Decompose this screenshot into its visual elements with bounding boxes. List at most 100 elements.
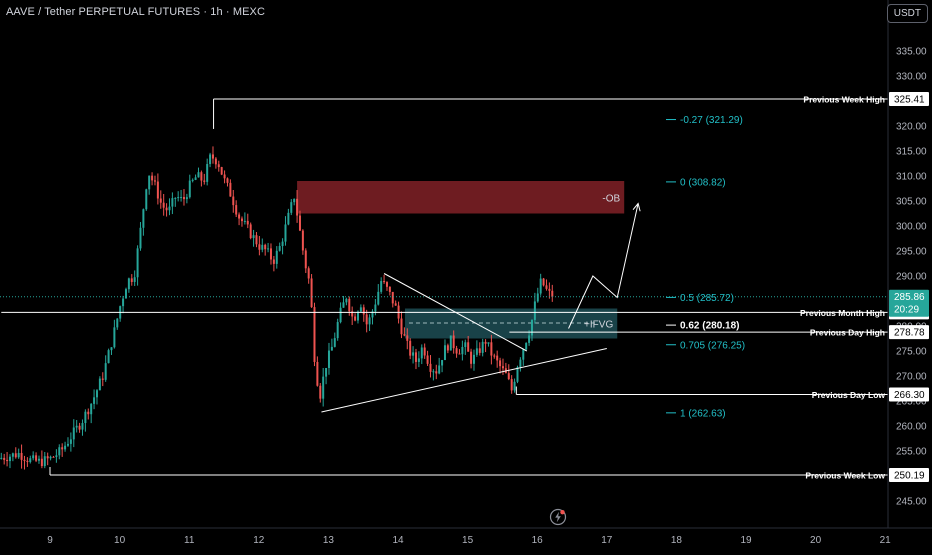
time-axis[interactable]: 9 10 11 12 13 14 15 16 17 18 19 20 21 (0, 527, 932, 546)
candle (223, 170, 226, 184)
time-tick-label: 18 (671, 535, 683, 546)
candle (470, 348, 473, 369)
candle (98, 376, 101, 391)
candle-body (58, 447, 61, 456)
candle (455, 345, 458, 358)
candle-body (162, 202, 165, 208)
candle (362, 304, 365, 322)
candle-body (510, 379, 513, 391)
candle-body (406, 335, 409, 341)
candle-body (310, 278, 313, 308)
candle (452, 330, 455, 354)
candle (461, 340, 464, 361)
candle-body (417, 358, 420, 362)
candle-body (11, 453, 14, 457)
previous-week-high-label: Previous Week High (803, 94, 885, 104)
candle-body (475, 348, 478, 355)
candle-body (301, 230, 304, 251)
candle-body (87, 411, 90, 415)
candle (519, 357, 522, 372)
candle-body (23, 459, 26, 461)
lightning-icon[interactable] (549, 508, 567, 526)
price-axis[interactable]: 245.00250.00255.00260.00265.00270.00275.… (887, 0, 927, 528)
candle (232, 189, 235, 213)
candle-body (441, 360, 444, 366)
candle-body (203, 180, 206, 182)
current-price-tag (889, 289, 929, 317)
candle (507, 364, 510, 381)
candle-body (374, 304, 377, 312)
candle-body (528, 335, 531, 343)
time-tick-label: 11 (184, 535, 195, 546)
candle (272, 255, 275, 272)
candle-body (420, 347, 423, 359)
candle (539, 273, 542, 296)
candle-body (84, 411, 87, 424)
candle-body (499, 360, 502, 367)
price-tick-label: 300.00 (896, 222, 927, 233)
previous-day-low-label: Previous Day Low (812, 390, 886, 400)
price-tick-label: 330.00 (896, 72, 927, 83)
candle-body (423, 347, 426, 356)
candle (226, 177, 229, 187)
candle-body (446, 345, 449, 351)
candle-body (362, 307, 365, 315)
candle-body (519, 359, 522, 368)
candle-body (148, 175, 151, 190)
triangle-upper-trendline (383, 273, 527, 352)
candle-body (377, 291, 380, 305)
candle-body (240, 218, 243, 222)
currency-button[interactable]: USDT (886, 4, 928, 23)
candle-body (493, 355, 496, 357)
candle-body (327, 350, 330, 368)
candle-body (307, 268, 310, 279)
candle-body (400, 318, 403, 335)
candle (545, 279, 548, 291)
candle (354, 313, 357, 322)
candle-body (284, 224, 287, 242)
candle-body (298, 215, 301, 231)
candle (188, 174, 191, 199)
candle-body (507, 373, 510, 380)
candle-body (461, 346, 464, 355)
candle (171, 192, 174, 215)
price-tick-label: 265.00 (896, 397, 927, 408)
candle (551, 284, 554, 302)
candle-body (185, 197, 188, 200)
candle-body (467, 342, 470, 352)
candle (449, 335, 452, 351)
candle-body (32, 455, 35, 459)
candle-body (133, 277, 136, 282)
candle-body (348, 298, 351, 312)
candle (127, 277, 130, 293)
candle (530, 319, 533, 341)
candle (475, 340, 478, 357)
price-tick-label: 270.00 (896, 372, 927, 383)
candle (182, 189, 185, 206)
candle-body (522, 349, 525, 360)
candle-body (14, 453, 17, 458)
candles-layer (0, 146, 554, 470)
candle-body (101, 378, 104, 380)
symbol-title[interactable]: AAVE / Tether PERPETUAL FUTURES · 1h · M… (6, 6, 265, 18)
candle-body (252, 235, 255, 239)
candle (290, 199, 293, 216)
candle (14, 447, 17, 459)
candle (214, 157, 217, 169)
candle (211, 146, 214, 164)
candle (351, 306, 354, 325)
candle-body (426, 355, 429, 364)
candle (209, 152, 212, 168)
candle (441, 359, 444, 373)
candle (371, 309, 374, 325)
candle (330, 338, 333, 351)
candle-body (243, 220, 246, 222)
candle (348, 296, 351, 316)
candle-body (487, 342, 490, 344)
candle-body (412, 352, 415, 356)
candle-body (217, 164, 220, 168)
candle-body (130, 278, 133, 282)
candle-body (354, 316, 357, 321)
